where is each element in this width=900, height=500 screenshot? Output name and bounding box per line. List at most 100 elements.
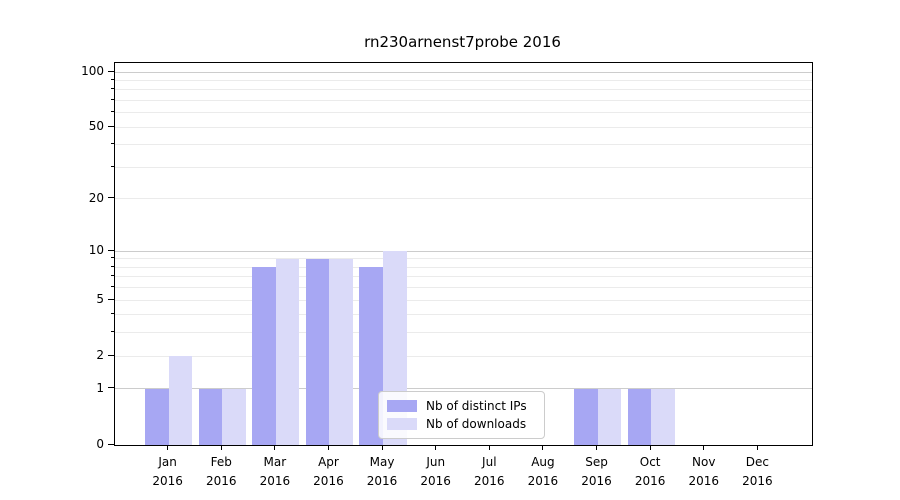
x-tick-mark — [167, 445, 169, 450]
legend-item-distinct-ips: Nb of distinct IPs — [387, 399, 536, 413]
bar-may-ips — [359, 267, 384, 445]
x-tick-label-nov: Nov 2016 — [672, 453, 736, 491]
x-tick-year: 2016 — [152, 474, 183, 488]
y-tick-label: 10 — [88, 243, 104, 258]
x-tick-month: May — [369, 455, 395, 469]
x-tick-mark — [649, 445, 651, 450]
minor-gridline — [115, 332, 812, 334]
bar-jan-ips — [145, 388, 169, 445]
x-tick-month: Dec — [745, 455, 769, 469]
x-tick-year: 2016 — [634, 474, 666, 488]
y-tick-mark — [108, 298, 114, 300]
minor-gridline — [115, 79, 812, 81]
major-gridline — [115, 388, 812, 390]
x-tick-year: 2016 — [742, 474, 773, 488]
x-tick-mark — [488, 445, 490, 450]
legend-swatch-downloads — [387, 418, 417, 430]
y-minor-tick-mark — [111, 331, 114, 333]
x-tick-year: 2016 — [527, 474, 559, 488]
bar-apr-downloads — [329, 258, 354, 445]
y-tick-mark — [108, 387, 114, 389]
legend-label-downloads: Nb of downloads — [426, 417, 527, 431]
y-minor-tick-mark — [111, 166, 114, 167]
y-tick-label: 20 — [88, 190, 104, 205]
major-gridline — [115, 250, 812, 252]
x-tick-mark — [381, 445, 383, 450]
x-tick-month: Jan — [158, 455, 177, 469]
major-gridline — [115, 71, 812, 73]
minor-gridline — [115, 314, 812, 316]
y-tick-mark — [108, 354, 114, 356]
x-tick-label-may: May 2016 — [350, 453, 414, 491]
x-tick-year: 2016 — [259, 474, 291, 488]
x-tick-year: 2016 — [366, 474, 398, 488]
x-tick-label-mar: Mar 2016 — [243, 453, 307, 491]
x-tick-mark — [220, 445, 222, 450]
bar-oct-downloads — [651, 388, 675, 445]
minor-gridline — [115, 266, 812, 268]
legend-label-distinct-ips: Nb of distinct IPs — [426, 399, 527, 413]
plot-area: Nb of distinct IPs Nb of downloads — [114, 62, 813, 446]
y-minor-tick-mark — [111, 111, 114, 113]
y-tick-label: 5 — [96, 292, 104, 307]
x-tick-mark — [596, 445, 598, 450]
minor-gridline — [115, 258, 812, 260]
x-tick-mark — [435, 445, 437, 450]
x-tick-label-jul: Jul 2016 — [457, 453, 521, 491]
x-tick-mark — [274, 445, 276, 450]
bar-mar-downloads — [275, 258, 300, 445]
x-tick-month: Jun — [426, 455, 446, 469]
x-tick-label-jan: Jan 2016 — [136, 453, 200, 491]
legend-item-downloads: Nb of downloads — [387, 417, 536, 431]
y-tick-mark — [108, 125, 114, 127]
x-tick-year: 2016 — [313, 474, 344, 488]
y-minor-tick-mark — [111, 275, 114, 277]
y-tick-mark — [108, 197, 114, 199]
chart-title: rn230arnenst7probe 2016 — [364, 33, 561, 51]
x-tick-year: 2016 — [688, 474, 720, 488]
minor-gridline — [115, 100, 812, 102]
minor-gridline — [115, 167, 812, 168]
minor-gridline — [115, 287, 812, 289]
y-minor-tick-mark — [111, 78, 114, 80]
x-tick-label-feb: Feb 2016 — [189, 453, 253, 491]
x-tick-month: Nov — [692, 455, 716, 469]
x-tick-month: Feb — [210, 455, 232, 469]
y-minor-tick-mark — [111, 286, 114, 288]
bar-sep-ips — [573, 388, 598, 445]
y-minor-tick-mark — [111, 313, 114, 315]
bar-apr-ips — [305, 258, 330, 445]
bar-sep-downloads — [597, 388, 622, 445]
legend-swatch-distinct-ips — [387, 400, 417, 412]
y-tick-mark — [108, 443, 114, 445]
minor-gridline — [115, 126, 812, 128]
minor-gridline — [115, 276, 812, 278]
y-minor-tick-mark — [111, 88, 114, 90]
y-tick-label: 0 — [96, 437, 104, 451]
bar-feb-ips — [198, 388, 223, 445]
minor-gridline — [115, 89, 812, 91]
x-tick-month: Sep — [585, 455, 608, 469]
minor-gridline — [115, 144, 812, 146]
y-minor-tick-mark — [111, 257, 114, 259]
x-tick-month: Mar — [263, 455, 287, 469]
x-tick-label-dec: Dec 2016 — [725, 453, 789, 491]
y-tick-label: 50 — [88, 119, 104, 134]
x-tick-mark — [542, 445, 544, 450]
x-tick-month: Apr — [318, 455, 339, 469]
x-tick-label-sep: Sep 2016 — [565, 453, 629, 491]
x-tick-mark — [703, 445, 705, 450]
x-tick-year: 2016 — [420, 474, 451, 488]
bar-feb-downloads — [222, 388, 246, 445]
minor-gridline — [115, 355, 812, 357]
y-tick-mark — [108, 249, 114, 251]
x-tick-label-jun: Jun 2016 — [404, 453, 468, 491]
bar-oct-ips — [627, 388, 652, 445]
x-tick-mark — [756, 445, 758, 450]
minor-gridline — [115, 198, 812, 200]
y-tick-label: 1 — [96, 380, 104, 395]
legend: Nb of distinct IPs Nb of downloads — [378, 391, 545, 439]
x-tick-year: 2016 — [205, 474, 237, 488]
x-tick-month: Jul — [482, 455, 497, 469]
